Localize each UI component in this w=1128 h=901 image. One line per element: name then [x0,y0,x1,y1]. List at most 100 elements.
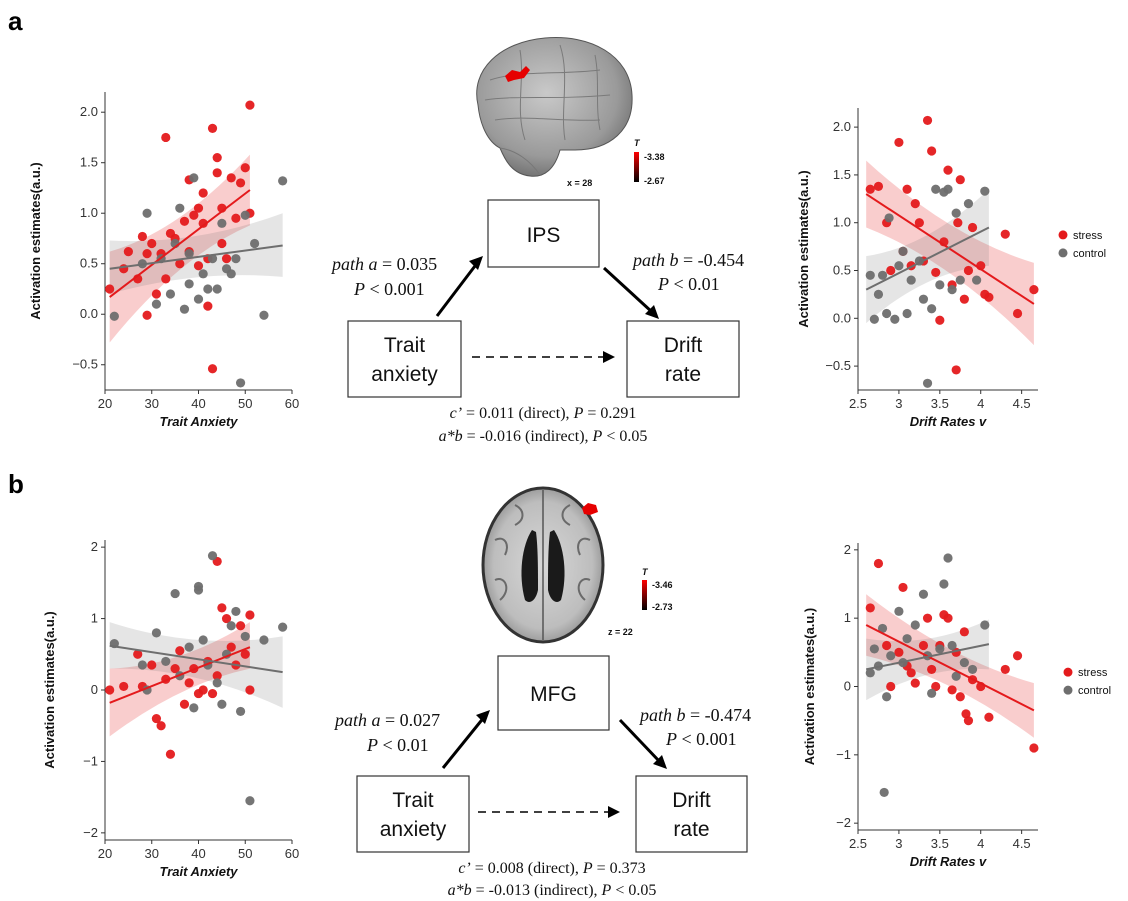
control-data-point [175,671,185,681]
x-tick-label: 20 [98,846,112,861]
stress-data-point [931,267,941,278]
path-a-p-text-a: P < 0.001 [353,279,425,299]
stress-data-point [922,613,933,623]
stress-data-point [902,184,912,194]
x-tick-label: 3.5 [931,396,949,411]
control-data-point [931,184,941,194]
stress-data-point [193,203,204,213]
stress-data-point [184,247,194,257]
stress-data-point [231,213,241,223]
control-data-point [207,254,218,264]
stress-data-point [161,274,171,284]
stress-data-point [170,663,180,674]
stress-data-point [165,228,176,239]
brain-coord-label-b: z = 22 [608,627,633,637]
mfg-activation-cluster [582,503,598,515]
control-data-point [226,621,236,631]
control-data-point [203,284,213,294]
control-data-point [137,660,147,670]
outcome-box-a [626,320,740,398]
y-tick-label: 2 [844,542,851,557]
control-data-point [967,664,978,675]
control-data-point [943,184,953,194]
stress-data-point [226,642,236,652]
stress-data-point [918,640,929,651]
control-data-point [137,259,147,269]
x-tick-label: 4 [977,396,984,411]
stress-data-point [217,603,227,613]
outcome-line2-a: rate [665,363,701,386]
scatter-chart-a-drift-rates: 2.5 3 3.5 4 4.5 −0.5 0.0 0.5 1.0 1.5 2.0 Drift Rate… [796,108,1106,429]
stress-data-point [976,261,986,271]
stress-confidence-band [866,160,1034,346]
stress-data-point [184,175,194,185]
control-data-point [221,264,232,274]
control-data-point [939,187,949,197]
control-data-point [894,261,904,271]
control-data-point [259,310,269,320]
stress-data-point [175,646,185,656]
path-a-text-b: path a = 0.027 [333,710,440,730]
x-tick-label: 3.5 [931,836,949,851]
control-data-point [980,186,990,196]
stress-fit-line [865,193,1035,305]
control-confidence-band [866,619,989,701]
stress-data-point [882,218,892,228]
y-axis-label: Activation estimates(a.u.) [796,170,811,328]
stress-data-point [189,663,199,674]
direct-effect-text-a: c’ = 0.011 (direct), P = 0.291 [450,405,637,422]
x-tick-label: 4.5 [1013,836,1031,851]
stress-data-point [105,685,115,695]
control-data-point [927,304,937,314]
stress-data-point [123,247,133,257]
stress-data-point [955,175,965,185]
legend-marker-control [1058,248,1068,258]
control-data-point [193,581,204,592]
stress-data-point [967,675,978,685]
path-a-arrow-a [435,261,480,317]
y-tick-label: −0.5 [72,357,98,372]
path-a-arrow-b [441,715,487,769]
control-data-point [109,311,119,321]
stress-data-point [898,582,908,593]
control-data-point [902,634,912,644]
control-data-point [951,671,961,681]
stress-data-point [955,692,965,702]
control-data-point [184,279,194,289]
control-data-point [235,378,246,388]
control-fit-line [109,244,283,270]
stress-confidence-band [109,622,250,737]
stress-data-point [189,210,199,220]
control-data-point [865,668,875,678]
stress-data-point [963,265,974,276]
control-data-point [198,269,208,279]
stress-data-point [984,712,994,722]
path-b-p-text-b: P < 0.001 [665,729,737,749]
stress-data-point [137,681,147,692]
stress-confidence-band [109,154,250,343]
stress-data-point [198,685,208,695]
control-data-point [918,294,929,304]
colorbar-a [634,152,639,182]
y-tick-label: 0 [844,679,851,694]
x-tick-label: 4 [977,836,984,851]
control-data-point [980,620,990,630]
control-data-point [151,628,162,638]
control-data-point [207,551,218,561]
x-tick-label: 3 [895,836,902,851]
colorbar-b [642,580,647,610]
stress-data-point [235,178,246,188]
control-data-point [894,606,904,616]
stress-data-point [951,365,961,375]
outcome-box-b [635,775,748,853]
control-data-point [865,270,875,280]
mediation-diagram-b: MFG Trait anxiety Drift rate path a = 0.… [333,655,751,899]
control-data-point [142,685,152,695]
stress-data-point [161,674,171,684]
x-tick-label: 60 [285,846,299,861]
stress-data-point [1029,285,1039,295]
control-data-point [898,657,908,668]
control-data-point [869,314,879,324]
legend-marker-stress [1058,230,1068,240]
mediator-label-b: MFG [530,683,577,706]
